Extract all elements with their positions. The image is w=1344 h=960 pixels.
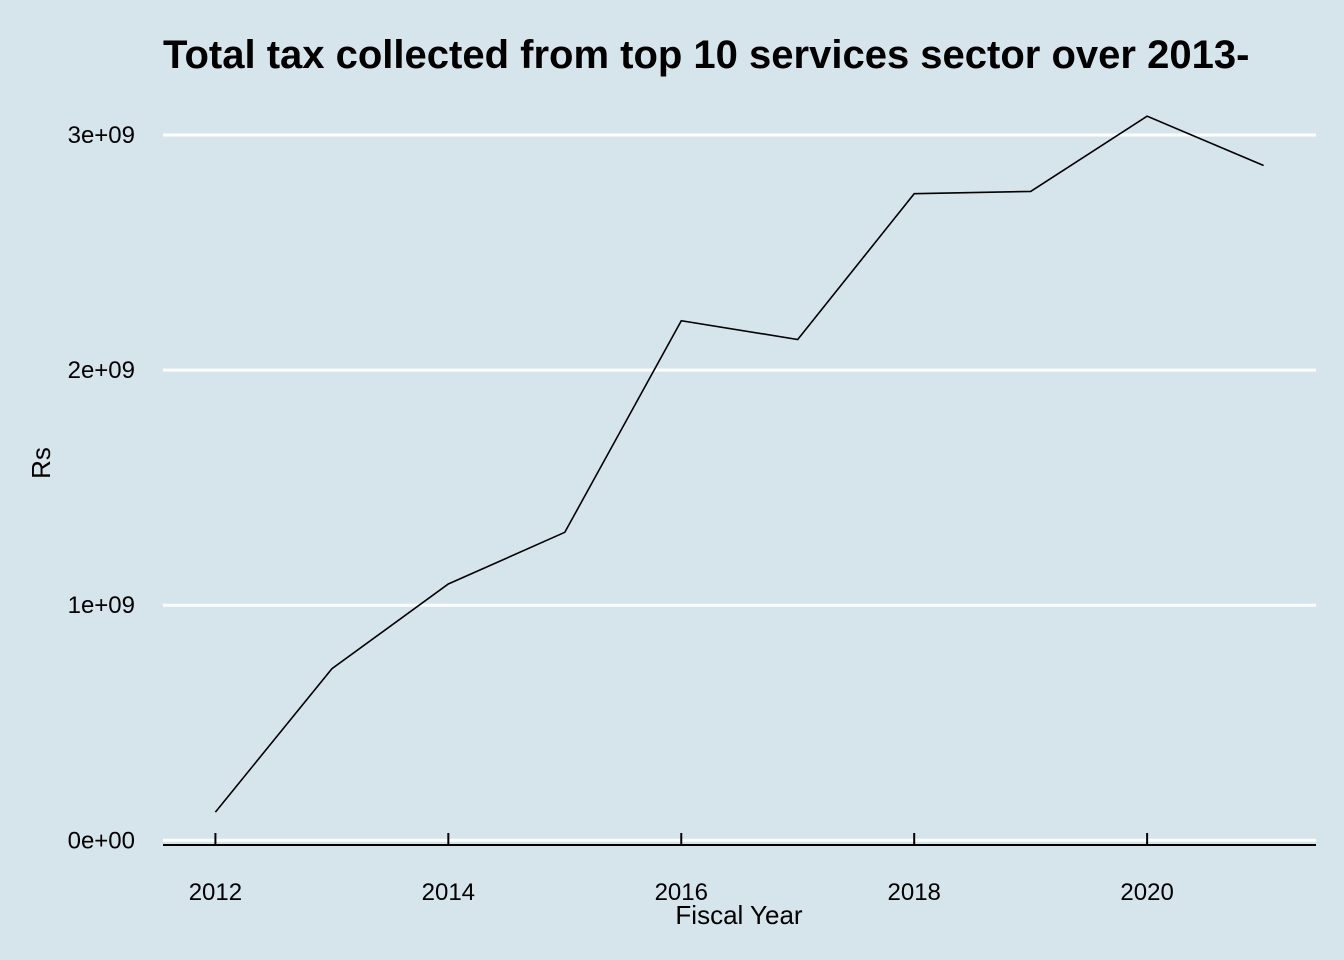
- x-tick-label: 2018: [888, 879, 941, 906]
- y-tick-label: 1e+09: [68, 592, 135, 619]
- y-tick-label: 2e+09: [68, 357, 135, 384]
- y-axis-label: Rs: [26, 447, 56, 479]
- gridlines: [163, 133, 1316, 842]
- y-tick-label: 3e+09: [68, 122, 135, 149]
- x-axis-label: Fiscal Year: [675, 900, 803, 930]
- series-line: [214, 115, 1264, 813]
- series-group: [214, 115, 1264, 813]
- x-tick-label: 2012: [189, 879, 242, 906]
- x-tick-label: 2016: [655, 879, 708, 906]
- y-tick-label: 0e+00: [68, 827, 135, 854]
- chart-title: Total tax collected from top 10 services…: [163, 33, 1249, 77]
- x-tick-label: 2020: [1120, 879, 1173, 906]
- x-tick-label: 2014: [422, 879, 475, 906]
- y-axis: 0e+00 1e+09 2e+09 3e+09: [68, 122, 135, 854]
- x-axis: 2012 2014 2016 2018 2020: [163, 833, 1316, 906]
